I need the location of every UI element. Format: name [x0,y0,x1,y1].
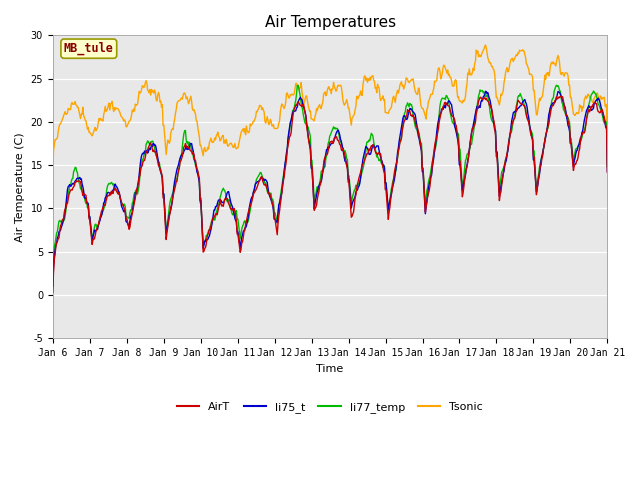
Tsonic [172,107,180,112]
Tsonic [49,171,56,177]
li75_t [482,88,490,94]
Y-axis label: Air Temperature (C): Air Temperature (C) [15,132,25,241]
Tsonic [59,115,67,121]
li77_temp [399,121,407,127]
Tsonic [604,164,611,169]
li77_temp [50,260,58,266]
li75_t [397,124,405,130]
AirT [59,216,67,222]
li77_temp [294,82,302,88]
Line: AirT: AirT [52,96,607,292]
AirT [414,125,422,131]
li75_t [604,169,611,175]
Title: Air Temperatures: Air Temperatures [264,15,396,30]
li75_t [49,284,56,289]
li75_t [172,170,180,176]
Line: li77_temp: li77_temp [52,85,607,263]
X-axis label: Time: Time [316,363,344,373]
li75_t [59,219,67,225]
Legend: AirT, li75_t, li77_temp, Tsonic: AirT, li75_t, li77_temp, Tsonic [173,398,488,418]
AirT [604,169,611,175]
AirT [397,135,405,141]
AirT [557,93,565,99]
AirT [116,194,124,200]
li77_temp [202,233,210,239]
Tsonic [116,109,124,115]
Tsonic [202,149,209,155]
Tsonic [482,42,490,48]
li77_temp [117,197,125,203]
li77_temp [60,217,67,223]
Line: li75_t: li75_t [52,91,607,287]
Tsonic [414,91,422,97]
Text: MB_tule: MB_tule [64,42,114,55]
AirT [49,289,56,295]
li77_temp [173,177,181,182]
Line: Tsonic: Tsonic [52,45,607,174]
li75_t [414,129,422,134]
li77_temp [49,249,56,254]
li75_t [116,193,124,199]
AirT [202,245,209,251]
li75_t [202,239,209,244]
Tsonic [397,79,405,84]
AirT [172,179,180,185]
li77_temp [604,164,611,170]
li77_temp [415,131,423,136]
